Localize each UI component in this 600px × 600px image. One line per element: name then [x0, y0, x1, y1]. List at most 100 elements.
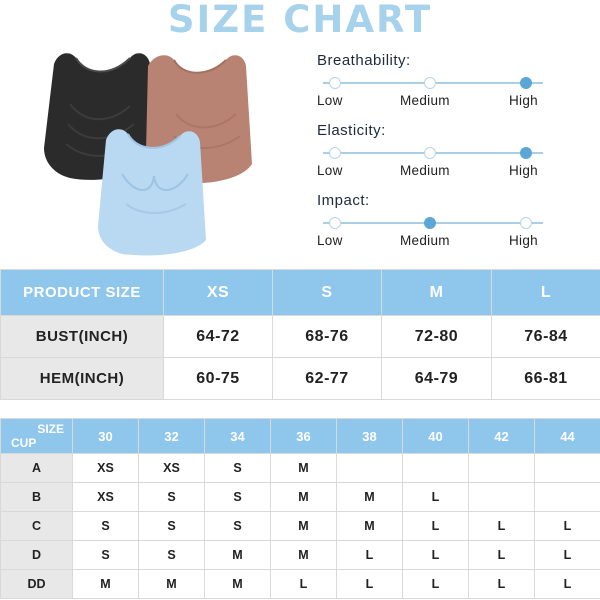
table-cell: M — [204, 540, 271, 570]
table-cell: M — [336, 482, 403, 512]
band-size-header: 42 — [468, 418, 535, 454]
level-high: High — [509, 93, 538, 108]
cup-size-table: SIZE CUP 30 32 34 36 38 40 42 44 A XS XS S M… — [0, 418, 600, 599]
table-cell — [468, 453, 535, 483]
table-cell: M — [270, 540, 337, 570]
level-dot-medium-selected — [424, 217, 436, 229]
table-row: HEM(INCH) 60-75 62-77 64-79 66-81 — [0, 357, 600, 400]
band-size-header: 30 — [72, 418, 139, 454]
band-size-header: 38 — [336, 418, 403, 454]
table-row: B XS S S M M L — [0, 482, 600, 512]
table-cell: S — [138, 482, 205, 512]
level-medium: Medium — [400, 233, 450, 248]
table-cell: L — [402, 511, 469, 541]
level-dot-high-selected — [520, 77, 532, 89]
level-dot-low — [329, 77, 341, 89]
table-cell: L — [468, 569, 535, 599]
corner-cup-label: CUP — [11, 436, 37, 450]
table-cell: S — [204, 482, 271, 512]
rating-impact: Impact: Low Medium High — [317, 192, 549, 251]
cup-label: C — [0, 511, 73, 541]
corner-header: SIZE CUP — [0, 418, 73, 454]
level-dot-low — [329, 147, 341, 159]
level-low: Low — [317, 93, 343, 108]
blue-bra — [98, 129, 206, 256]
table-cell: 62-77 — [272, 357, 382, 400]
rating-label: Elasticity: — [317, 122, 386, 139]
level-high: High — [509, 233, 538, 248]
table-cell: S — [72, 511, 139, 541]
level-high: High — [509, 163, 538, 178]
band-size-header: 40 — [402, 418, 469, 454]
product-size-table: PRODUCT SIZE XS S M L BUST(INCH) 64-72 6… — [0, 269, 600, 400]
table-cell: S — [138, 511, 205, 541]
table-cell: M — [336, 511, 403, 541]
table-cell: L — [336, 569, 403, 599]
table-cell: S — [204, 511, 271, 541]
table-cell: 68-76 — [272, 315, 382, 358]
table-cell: S — [138, 540, 205, 570]
column-header: PRODUCT SIZE — [0, 269, 164, 316]
table-cell: 64-79 — [381, 357, 492, 400]
table-cell: L — [336, 540, 403, 570]
rating-scale — [317, 216, 549, 230]
table-cell: M — [270, 482, 337, 512]
rating-scale — [317, 76, 549, 90]
band-size-header: 32 — [138, 418, 205, 454]
rating-label: Breathability: — [317, 52, 411, 69]
table-cell: XS — [138, 453, 205, 483]
table-cell: L — [402, 482, 469, 512]
table-row: A XS XS S M — [0, 453, 600, 483]
rating-elasticity: Elasticity: Low Medium High — [317, 122, 549, 181]
table-header-row: SIZE CUP 30 32 34 36 38 40 42 44 — [0, 418, 600, 454]
table-cell: S — [72, 540, 139, 570]
band-size-header: 34 — [204, 418, 271, 454]
table-cell: 72-80 — [381, 315, 492, 358]
table-row: DD M M M L L L L L — [0, 569, 600, 599]
table-cell: 60-75 — [163, 357, 273, 400]
table-cell: L — [534, 569, 600, 599]
table-cell — [402, 453, 469, 483]
table-cell: L — [534, 540, 600, 570]
level-low: Low — [317, 233, 343, 248]
cup-label: A — [0, 453, 73, 483]
cup-label: B — [0, 482, 73, 512]
level-dot-high — [520, 217, 532, 229]
rating-breathability: Breathability: Low Medium High — [317, 52, 549, 111]
column-header: L — [491, 269, 600, 316]
column-header: M — [381, 269, 492, 316]
level-dot-medium — [424, 77, 436, 89]
product-image — [44, 53, 252, 256]
table-cell: M — [72, 569, 139, 599]
table-cell: M — [204, 569, 271, 599]
table-cell: L — [468, 540, 535, 570]
table-cell — [534, 482, 600, 512]
table-cell: L — [402, 540, 469, 570]
level-dot-low — [329, 217, 341, 229]
table-cell — [336, 453, 403, 483]
table-row: BUST(INCH) 64-72 68-76 72-80 76-84 — [0, 315, 600, 358]
table-cell: M — [270, 453, 337, 483]
table-cell: M — [270, 511, 337, 541]
table-cell: S — [204, 453, 271, 483]
band-size-header: 44 — [534, 418, 600, 454]
table-cell: 76-84 — [491, 315, 600, 358]
cup-label: D — [0, 540, 73, 570]
table-cell: M — [138, 569, 205, 599]
table-header-row: PRODUCT SIZE XS S M L — [0, 269, 600, 316]
rating-scale — [317, 146, 549, 160]
column-header: XS — [163, 269, 273, 316]
cup-label: DD — [0, 569, 73, 599]
level-medium: Medium — [400, 93, 450, 108]
table-cell: L — [270, 569, 337, 599]
corner-size-label: SIZE — [37, 422, 64, 436]
table-cell: L — [402, 569, 469, 599]
table-cell: XS — [72, 453, 139, 483]
table-cell — [534, 453, 600, 483]
level-low: Low — [317, 163, 343, 178]
level-medium: Medium — [400, 163, 450, 178]
page-title: SIZE CHART — [167, 0, 433, 41]
table-cell: L — [468, 511, 535, 541]
